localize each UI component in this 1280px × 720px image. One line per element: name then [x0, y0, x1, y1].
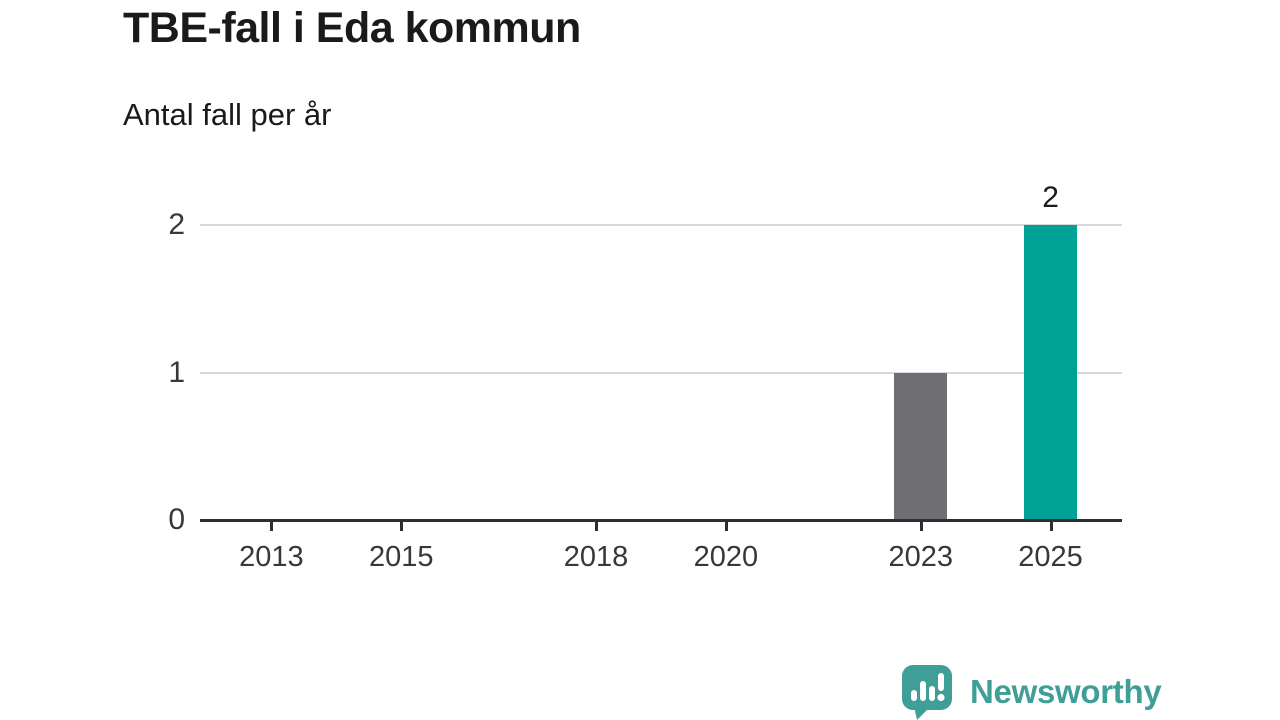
- y-tick-label: 0: [168, 503, 185, 536]
- x-tick-mark: [1049, 522, 1053, 531]
- x-tick-mark: [595, 522, 599, 531]
- gridline: [200, 371, 1122, 374]
- x-tick-mark: [400, 522, 404, 531]
- bar-2023: [894, 372, 948, 520]
- chart-title: TBE-fall i Eda kommun: [123, 4, 581, 52]
- x-tick-label: 2020: [693, 541, 759, 573]
- x-axis-line: [200, 519, 1122, 522]
- brand-name: Newsworthy: [970, 673, 1162, 710]
- newsworthy-logo-icon: [902, 665, 952, 720]
- bar-2025: [1024, 225, 1078, 520]
- bar-value-label: 2: [1042, 181, 1059, 214]
- x-tick-label: 2018: [563, 541, 629, 573]
- x-tick-mark: [724, 522, 728, 531]
- y-tick-label: 2: [168, 208, 185, 241]
- x-tick-label: 2025: [1018, 541, 1083, 573]
- gridline: [200, 224, 1122, 226]
- x-tick-mark: [270, 522, 274, 531]
- y-tick-label: 1: [168, 355, 185, 389]
- x-tick-mark: [919, 522, 923, 531]
- x-tick-label: 2023: [888, 541, 953, 573]
- brand-footer: Newsworthy: [900, 664, 1162, 720]
- x-tick-label: 2013: [239, 541, 304, 573]
- chart-subtitle: Antal fall per år: [123, 97, 332, 132]
- x-tick-label: 2015: [369, 541, 434, 573]
